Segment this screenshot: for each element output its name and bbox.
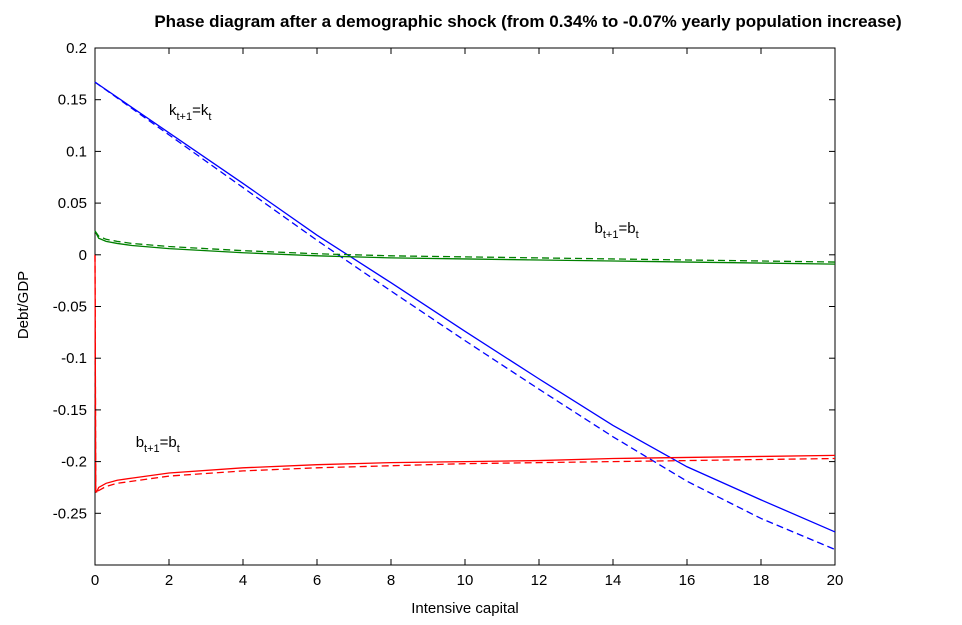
x-tick-label: 4 (239, 572, 247, 589)
y-tick-label: -0.25 (53, 505, 87, 522)
series-line-5 (94, 254, 836, 495)
y-tick-label: 0 (79, 247, 87, 264)
y-tick-label: 0.2 (66, 40, 87, 57)
annotations-layer: kt+1=kt bt+1=bt bt+1=bt (136, 102, 639, 455)
series-line-2 (94, 230, 836, 265)
x-tick-label: 6 (313, 572, 321, 589)
series-line-0 (94, 81, 836, 533)
x-tick-label: 2 (165, 572, 173, 589)
x-tick-label: 0 (91, 572, 99, 589)
y-axis-label: Debt/GDP (15, 271, 32, 339)
y-tick-label: 0.15 (58, 92, 87, 109)
x-tick-label: 18 (753, 572, 770, 589)
x-tick-label: 20 (827, 572, 844, 589)
x-tick-label: 16 (679, 572, 696, 589)
x-axis-label: Intensive capital (411, 600, 519, 617)
series-line-1 (94, 81, 836, 551)
y-tick-label: -0.2 (61, 454, 87, 471)
series-line-4 (94, 254, 836, 493)
y-tick-label: 0.05 (58, 195, 87, 212)
annotation-b-green: bt+1=bt (595, 220, 639, 241)
series-line-3 (94, 230, 836, 263)
y-tick-label: -0.05 (53, 299, 87, 316)
ticks-layer: 0 2 4 6 8 10 12 14 16 18 20 -0.25 -0.2 -0.15 -0.1 -0.05… (53, 40, 844, 589)
x-tick-label: 8 (387, 572, 395, 589)
x-tick-label: 14 (605, 572, 622, 589)
annotation-b-red: bt+1=bt (136, 434, 180, 455)
y-tick-label: 0.1 (66, 143, 87, 160)
y-tick-label: -0.1 (61, 350, 87, 367)
annotation-k: kt+1=kt (169, 102, 211, 123)
x-tick-label: 12 (531, 572, 548, 589)
y-tick-label: -0.15 (53, 402, 87, 419)
x-tick-label: 10 (457, 572, 474, 589)
chart-title: Phase diagram after a demographic shock … (154, 12, 901, 31)
series-layer (94, 81, 836, 551)
plot-frame (94, 47, 836, 566)
